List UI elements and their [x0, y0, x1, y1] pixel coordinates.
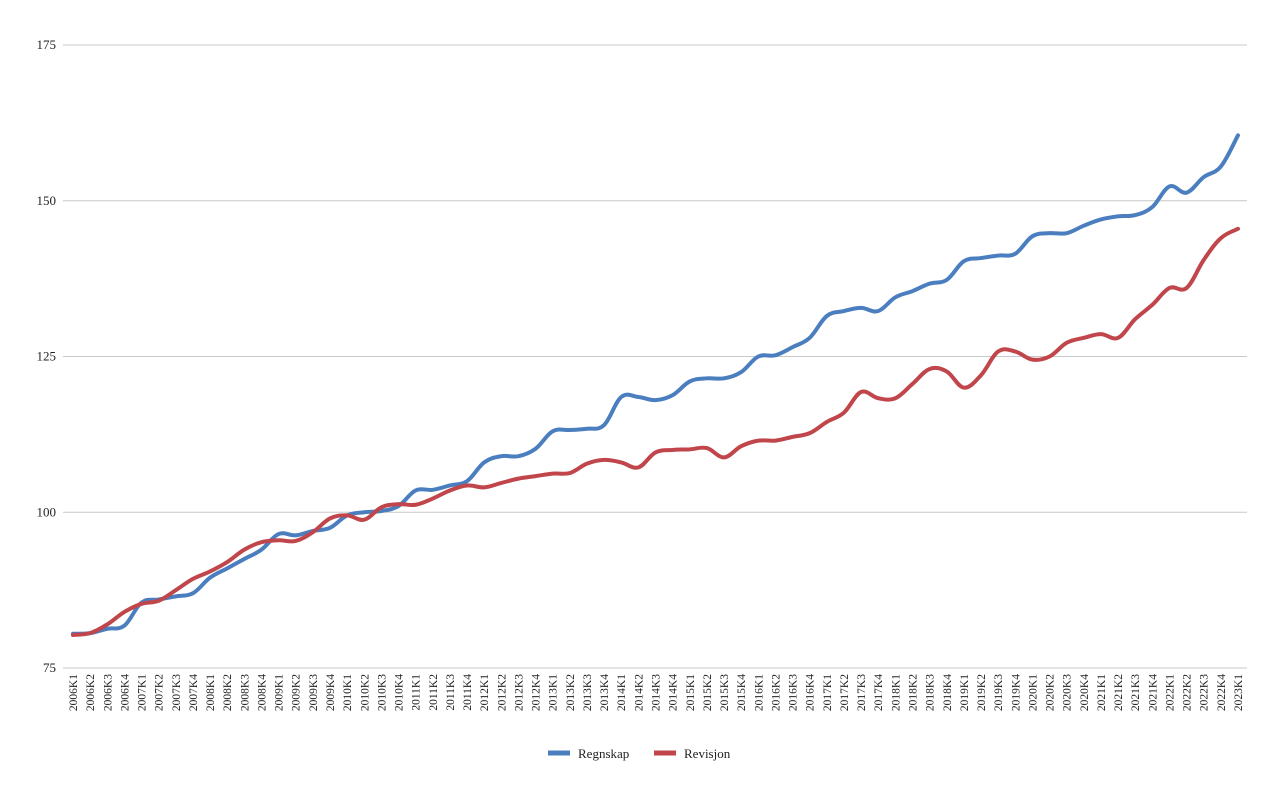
x-tick-label: 2018K1 [890, 674, 902, 711]
x-tick-label: 2015K3 [719, 674, 731, 711]
x-tick-label: 2015K1 [685, 674, 697, 711]
x-tick-label: 2011K3 [445, 674, 457, 711]
x-tick-label: 2012K3 [513, 674, 525, 711]
x-tick-label: 2007K2 [154, 674, 166, 711]
x-tick-label: 2007K1 [137, 674, 149, 711]
x-tick-label: 2011K4 [462, 674, 474, 711]
x-tick-label: 2008K2 [222, 674, 234, 711]
x-tick-label: 2016K1 [753, 674, 765, 711]
y-tick-label: 150 [37, 193, 57, 208]
x-tick-label: 2014K2 [633, 674, 645, 711]
x-tick-label: 2019K3 [993, 674, 1005, 711]
x-tick-label: 2020K4 [1079, 674, 1091, 711]
x-tick-label: 2017K1 [822, 674, 834, 711]
x-tick-label: 2015K2 [702, 674, 714, 711]
x-tick-label: 2014K1 [616, 674, 628, 711]
x-tick-label: 2022K3 [1199, 674, 1211, 711]
x-tick-label: 2018K3 [925, 674, 937, 711]
x-tick-label: 2006K4 [119, 674, 131, 711]
y-tick-label: 75 [43, 660, 56, 675]
y-tick-label: 175 [37, 37, 57, 52]
legend-label-revisjon: Revisjon [684, 746, 731, 761]
x-tick-label: 2021K3 [1130, 674, 1142, 711]
x-tick-label: 2022K4 [1216, 674, 1228, 711]
x-tick-label: 2016K2 [770, 674, 782, 711]
series-lines [73, 135, 1238, 635]
x-tick-label: 2013K3 [582, 674, 594, 711]
x-tick-label: 2011K1 [411, 674, 423, 711]
series-line-revisjon [73, 229, 1238, 635]
legend: Regnskap Revisjon [548, 746, 731, 761]
x-tick-label: 2022K2 [1182, 674, 1194, 711]
x-tick-label: 2014K4 [668, 674, 680, 711]
x-tick-label: 2012K4 [531, 674, 543, 711]
x-tick-label: 2011K2 [428, 674, 440, 711]
x-tick-label: 2022K1 [1164, 674, 1176, 711]
x-tick-label: 2010K3 [376, 674, 388, 711]
x-tick-label: 2019K1 [959, 674, 971, 711]
x-tick-label: 2006K1 [68, 674, 80, 711]
x-tick-label: 2014K3 [651, 674, 663, 711]
gridlines [63, 45, 1247, 668]
x-tick-label: 2021K2 [1113, 674, 1125, 711]
x-tick-label: 2009K4 [325, 674, 337, 711]
x-tick-label: 2020K3 [1062, 674, 1074, 711]
legend-label-regnskap: Regnskap [578, 746, 629, 761]
x-tick-label: 2016K3 [788, 674, 800, 711]
x-tick-label: 2009K2 [291, 674, 303, 711]
x-tick-label: 2021K4 [1147, 674, 1159, 711]
x-axis-ticks: 2006K1 2006K2 2006K3 2006K4 2007K1 2007K2 2007… [68, 674, 1245, 711]
x-tick-label: 2012K1 [479, 674, 491, 711]
x-tick-label: 2008K3 [239, 674, 251, 711]
x-tick-label: 2020K2 [1045, 674, 1057, 711]
x-tick-label: 2012K2 [496, 674, 508, 711]
y-tick-label: 125 [37, 349, 57, 364]
x-tick-label: 2009K1 [274, 674, 286, 711]
x-tick-label: 2006K3 [102, 674, 114, 711]
x-tick-label: 2016K4 [805, 674, 817, 711]
x-tick-label: 2017K2 [839, 674, 851, 711]
y-axis-ticks: 75 100 125 150 175 [37, 37, 57, 675]
x-tick-label: 2015K4 [736, 674, 748, 711]
x-tick-label: 2008K1 [205, 674, 217, 711]
x-tick-label: 2020K1 [1027, 674, 1039, 711]
x-tick-label: 2023K1 [1233, 674, 1245, 711]
x-tick-label: 2010K1 [342, 674, 354, 711]
x-tick-label: 2010K2 [359, 674, 371, 711]
x-tick-label: 2013K4 [599, 674, 611, 711]
x-tick-label: 2018K4 [942, 674, 954, 711]
x-tick-label: 2008K4 [256, 674, 268, 711]
series-line-regnskap [73, 135, 1238, 633]
x-tick-label: 2006K2 [85, 674, 97, 711]
x-tick-label: 2019K4 [1010, 674, 1022, 711]
x-tick-label: 2007K3 [171, 674, 183, 711]
x-tick-label: 2018K2 [907, 674, 919, 711]
x-tick-label: 2013K1 [548, 674, 560, 711]
x-tick-label: 2021K1 [1096, 674, 1108, 711]
y-tick-label: 100 [37, 504, 57, 519]
x-tick-label: 2017K4 [873, 674, 885, 711]
x-tick-label: 2009K3 [308, 674, 320, 711]
x-tick-label: 2010K4 [394, 674, 406, 711]
x-tick-label: 2013K2 [565, 674, 577, 711]
x-tick-label: 2007K4 [188, 674, 200, 711]
x-tick-label: 2017K3 [856, 674, 868, 711]
x-tick-label: 2019K2 [976, 674, 988, 711]
